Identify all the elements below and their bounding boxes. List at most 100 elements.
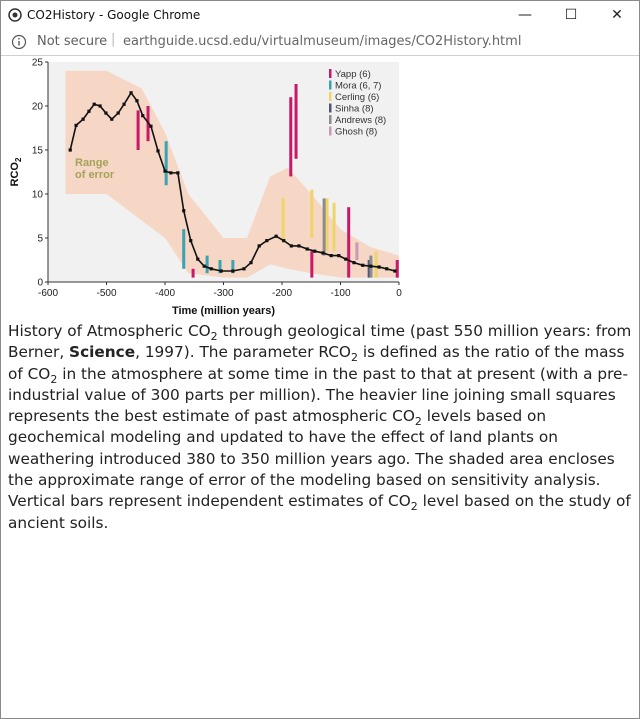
legend-label: Ghosh (8)	[335, 127, 377, 138]
y-axis-label-main: RCO	[9, 162, 21, 187]
model-point	[81, 117, 85, 121]
model-point	[369, 264, 373, 268]
x-tick-label: -200	[272, 288, 292, 299]
caption-text: 2	[350, 351, 358, 365]
caption-text: Science	[69, 343, 136, 362]
model-point	[68, 148, 72, 152]
caption-text: History of Atmospheric CO	[8, 322, 211, 340]
model-point	[242, 267, 246, 271]
model-point	[257, 244, 261, 248]
legend-label: Andrews (8)	[335, 115, 386, 126]
model-point	[189, 239, 193, 243]
caption-text: 2	[50, 372, 58, 386]
estimate-bar	[374, 251, 378, 278]
annotation: Range	[75, 157, 109, 169]
model-point	[231, 269, 235, 273]
legend-label: Sinha (8)	[335, 104, 374, 115]
model-point	[104, 111, 108, 115]
window-title: CO2History - Google Chrome	[27, 8, 201, 22]
estimate-bar	[218, 260, 222, 274]
legend-swatch	[329, 69, 332, 78]
model-point	[377, 265, 381, 269]
model-point	[352, 261, 356, 265]
y-tick-label: 20	[32, 102, 44, 113]
y-tick-label: 25	[32, 58, 44, 69]
info-icon[interactable]	[11, 33, 27, 49]
estimate-bar	[231, 260, 235, 274]
model-point	[202, 264, 206, 268]
estimate-bar	[191, 268, 195, 278]
estimate-bar	[355, 242, 359, 260]
model-point	[265, 239, 269, 243]
model-point	[219, 269, 223, 273]
model-point	[129, 91, 133, 95]
y-tick-label: 10	[32, 190, 44, 201]
legend-label: Yapp (6)	[335, 69, 371, 80]
y-axis-label: RCO2	[9, 157, 23, 186]
model-point	[361, 263, 365, 267]
model-point	[110, 117, 114, 121]
estimate-bar	[294, 84, 298, 159]
model-point	[337, 254, 341, 258]
estimate-bar	[182, 229, 186, 269]
model-point	[249, 261, 253, 265]
close-button[interactable]: ✕	[611, 7, 623, 23]
estimate-bar	[205, 255, 209, 274]
x-tick-label: 0	[396, 288, 402, 299]
estimate-bar	[347, 207, 351, 278]
title-bar: CO2History - Google Chrome — ☐ ✕	[1, 1, 639, 29]
model-point	[321, 251, 325, 255]
x-tick-label: -600	[38, 288, 58, 299]
legend-label: Cerling (6)	[335, 92, 379, 103]
caption-text: in the atmosphere at some time in the pa…	[8, 364, 628, 426]
address-bar[interactable]: Not secure | earthguide.ucsd.edu/virtual…	[1, 30, 639, 56]
caption-text: through geological time (past 550 millio…	[8, 322, 632, 362]
caption-text: is defined as the ratio of the mass of C…	[8, 343, 625, 383]
model-point	[209, 267, 213, 271]
model-point	[274, 234, 278, 238]
estimate-bar	[310, 251, 314, 278]
y-tick-label: 5	[37, 234, 43, 245]
model-point	[176, 171, 180, 175]
x-axis-label: Time (million years)	[172, 305, 275, 317]
legend-swatch	[329, 80, 332, 90]
caption: History of Atmospheric CO2 through geolo…	[8, 321, 636, 534]
legend-swatch	[329, 103, 332, 113]
model-point	[87, 109, 91, 113]
separator: |	[111, 32, 116, 47]
minimize-button[interactable]: —	[518, 7, 532, 23]
caption-text: 2	[210, 330, 218, 344]
model-point	[344, 257, 348, 261]
x-tick-label: -400	[155, 288, 175, 299]
model-point	[393, 269, 397, 273]
estimate-bar	[332, 202, 336, 252]
caption-text: level based on the study of ancient soil…	[8, 492, 631, 532]
app-icon	[8, 8, 22, 22]
model-point	[297, 244, 301, 248]
model-point	[74, 123, 78, 127]
maximize-button[interactable]: ☐	[564, 7, 578, 23]
model-point	[289, 244, 293, 248]
x-tick-label: -500	[96, 288, 116, 299]
estimate-bar	[136, 110, 140, 150]
model-point	[385, 267, 389, 271]
estimate-bar	[325, 198, 329, 252]
model-point	[156, 149, 160, 153]
estimate-bar	[395, 260, 399, 278]
legend-label: Mora (6, 7)	[335, 81, 381, 92]
y-axis-label-sub: 2	[14, 157, 23, 162]
legend-swatch	[329, 126, 332, 136]
estimate-bar	[310, 189, 314, 238]
y-tick-label: 0	[37, 278, 43, 289]
model-point	[149, 124, 153, 128]
model-point	[169, 171, 173, 175]
model-point	[98, 104, 102, 108]
model-point	[163, 169, 167, 173]
url[interactable]: earthguide.ucsd.edu/virtualmuseum/images…	[123, 34, 522, 49]
estimate-bar	[322, 198, 326, 256]
model-point	[305, 247, 309, 251]
model-point	[116, 111, 120, 115]
caption-text: levels based on geochemical modeling and…	[8, 407, 615, 511]
x-tick-label: -300	[213, 288, 233, 299]
